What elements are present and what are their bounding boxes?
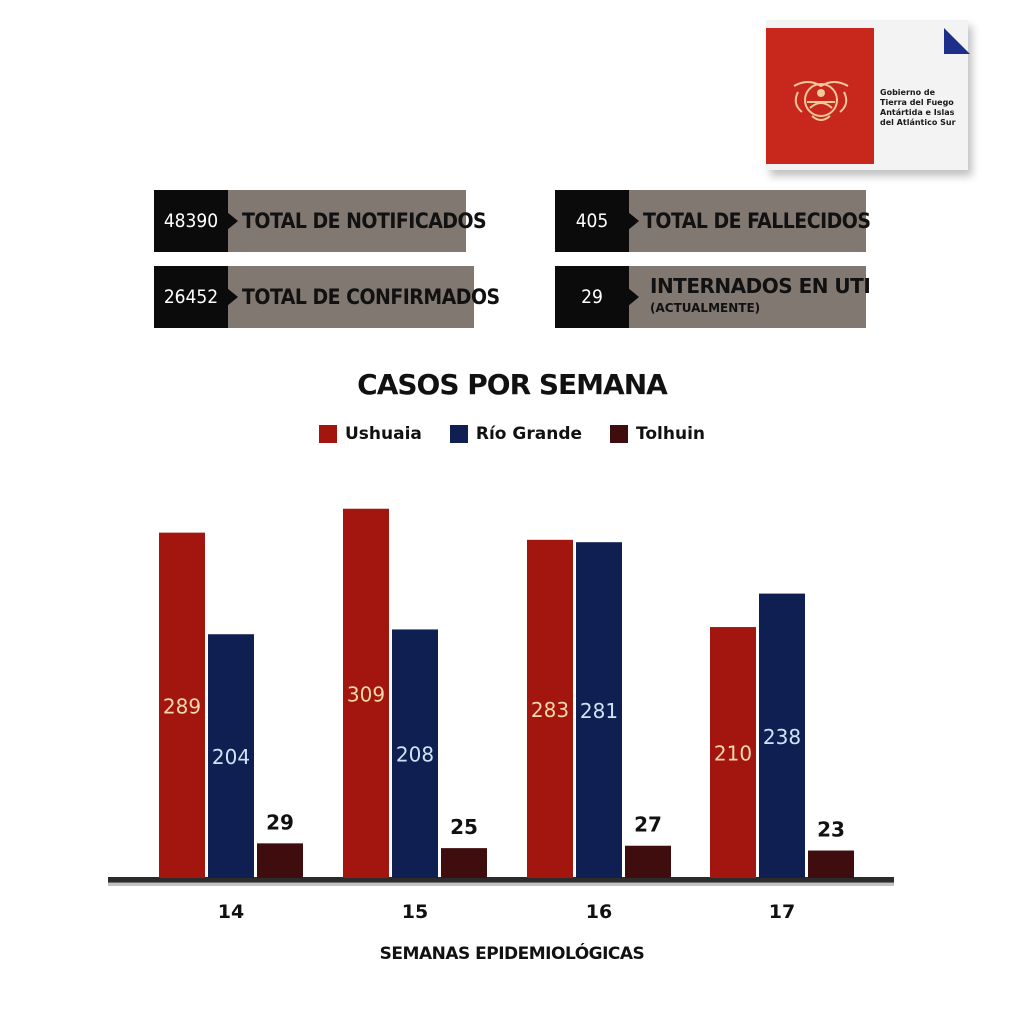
stat-total-fallecidos: 405 TOTAL DE FALLECIDOS [555,190,871,252]
data-label-ushuaia-17: 210 [714,742,752,766]
chart-legend: Ushuaia Río Grande Tolhuin [0,424,1024,444]
corner-triangle-icon [944,28,970,54]
x-tick-label-16: 16 [586,901,612,923]
stat-total-notificados: 48390 TOTAL DE NOTIFICADOS [154,190,487,252]
bar-ushuaia-16 [527,539,573,878]
stat-value: 29 [555,266,629,328]
legend-item-ushuaia: Ushuaia [318,424,422,444]
x-axis-shadow [108,882,894,886]
legend-item-rio-grande: Río Grande [449,424,583,444]
data-label-tolhuin-16: 27 [634,813,662,837]
data-label-tolhuin-14: 29 [266,810,294,834]
stat-value: 26452 [154,266,228,328]
bar-ushuaia-17 [710,627,756,878]
bar-tolhuin-17 [808,850,854,878]
x-axis-line [108,877,894,883]
x-tick-label-17: 17 [769,901,795,923]
chart-title: CASOS POR SEMANA [357,368,668,401]
legend-label: Tolhuin [636,424,706,444]
logo-red-panel [766,28,874,164]
stat-value: 405 [555,190,629,252]
legend-label: Río Grande [475,424,583,444]
stat-arrow [227,288,238,306]
x-axis-title: SEMANAS EPIDEMIOLÓGICAS [379,944,645,964]
bar-rio-grande-15 [392,629,438,878]
bar-ushuaia-15 [343,508,389,878]
data-label-rio-grande-14: 204 [212,745,250,769]
legend-label: Ushuaia [344,424,422,444]
bar-tolhuin-15 [441,848,487,878]
bar-rio-grande-17 [759,593,805,878]
legend-item-tolhuin: Tolhuin [610,424,705,444]
coat-of-arms-icon [793,81,849,121]
stat-label: INTERNADOS EN UTI (ACTUALMENTE) [650,274,871,315]
bar-tolhuin-14 [257,843,303,878]
stat-label-sub: (ACTUALMENTE) [650,301,761,315]
bar-ushuaia-14 [159,532,205,878]
legend-swatch [610,425,629,443]
legend-swatch [318,425,337,443]
bar-tolhuin-16 [625,845,671,878]
data-label-rio-grande-17: 238 [763,725,801,749]
data-label-rio-grande-15: 208 [396,743,434,767]
data-label-tolhuin-17: 23 [817,818,845,842]
legend-swatch [449,425,468,443]
data-label-ushuaia-14: 289 [163,694,201,718]
data-label-tolhuin-15: 25 [450,815,478,839]
stat-label: TOTAL DE CONFIRMADOS [242,285,500,309]
x-tick-label-14: 14 [218,901,244,923]
x-tick-label-15: 15 [402,901,428,923]
stat-label-main: INTERNADOS EN UTI [650,274,871,298]
stat-value: 48390 [154,190,228,252]
stat-total-confirmados: 26452 TOTAL DE CONFIRMADOS [154,266,500,328]
bar-rio-grande-16 [576,542,622,878]
bar-rio-grande-14 [208,634,254,878]
stat-arrow [227,212,238,230]
data-label-ushuaia-15: 309 [347,682,385,706]
stat-arrow [628,212,639,230]
stat-internados-uti: 29 INTERNADOS EN UTI (ACTUALMENTE) [555,266,871,328]
logo-text: Gobierno de Tierra del Fuego Antártida e… [880,88,956,127]
stat-label: TOTAL DE NOTIFICADOS [242,209,487,233]
government-logo: Gobierno de Tierra del Fuego Antártida e… [766,20,970,170]
data-label-rio-grande-16: 281 [580,699,618,723]
data-label-ushuaia-16: 283 [531,698,569,722]
stat-label: TOTAL DE FALLECIDOS [643,209,871,233]
stat-arrow [628,288,639,306]
